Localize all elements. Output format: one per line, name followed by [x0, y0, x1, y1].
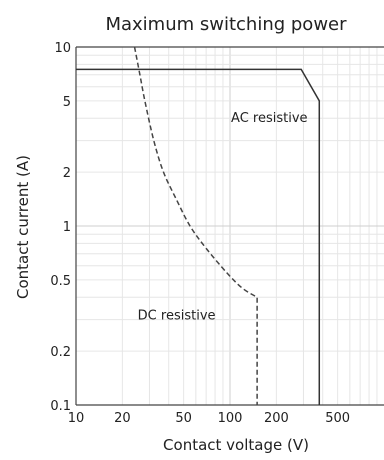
y-tick-label: 0.2: [50, 345, 71, 360]
plot-frame: [75, 46, 384, 406]
y-axis-title: Contact current (A): [14, 155, 32, 299]
x-tick-label: 200: [264, 411, 289, 426]
x-tick-label: 50: [175, 411, 192, 426]
series-line-dc-resistive: [133, 46, 258, 405]
series-layer: [76, 46, 321, 405]
x-tick-label: 100: [218, 411, 243, 426]
y-tick-label: 0.5: [50, 274, 71, 289]
grid: [75, 47, 384, 406]
y-tick-label: 2: [63, 166, 71, 181]
y-tick-label: 5: [63, 95, 71, 110]
annotation-dc-resistive: DC resistive: [138, 309, 216, 324]
series-line-ac-resistive: [76, 68, 321, 405]
y-tick-label: 0.1: [50, 399, 71, 414]
annotation-ac-resistive: AC resistive: [231, 111, 308, 126]
y-tick-label: 1: [63, 220, 71, 235]
y-tick-label: 10: [54, 41, 71, 56]
x-axis-title: Contact voltage (V): [163, 436, 309, 454]
x-tick-label: 10: [68, 411, 85, 426]
x-tick-label: 500: [325, 411, 350, 426]
y-ticks: 0.1 0.2 0.5 1 2 5 10: [50, 41, 71, 414]
x-ticks: 10 20 50 100 200 500: [68, 411, 350, 426]
chart-title: Maximum switching power: [105, 14, 347, 35]
x-tick-label: 20: [114, 411, 131, 426]
annotations: AC resistive DC resistive: [138, 111, 308, 323]
